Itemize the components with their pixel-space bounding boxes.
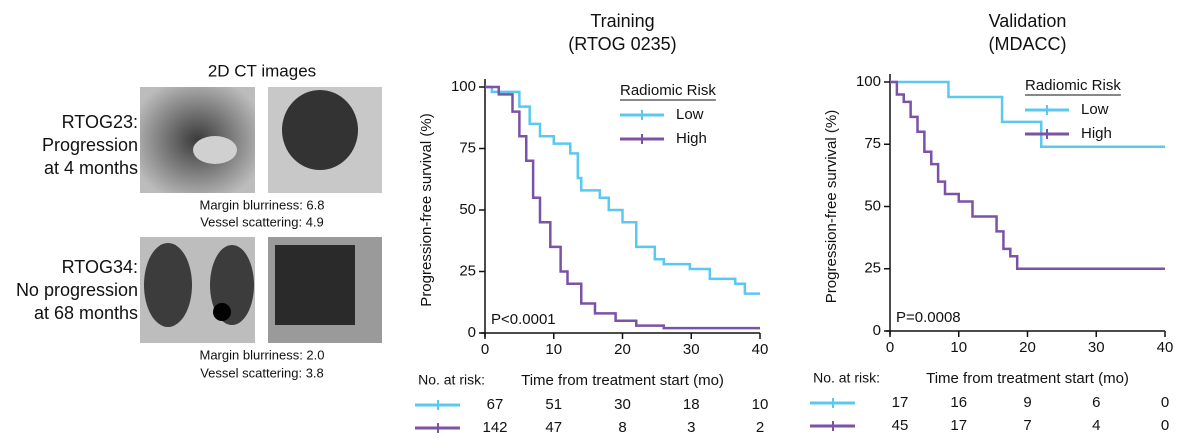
ct-image bbox=[140, 87, 255, 193]
risk-count: 17 bbox=[892, 394, 909, 411]
x-tick-label: 10 bbox=[950, 339, 967, 356]
axes bbox=[481, 79, 760, 337]
risk-label: No. at risk: bbox=[418, 372, 485, 388]
axes bbox=[886, 74, 1165, 335]
risk-count: 2 bbox=[756, 419, 764, 436]
risk-count: 7 bbox=[1023, 417, 1031, 434]
x-tick-label: 30 bbox=[683, 341, 700, 358]
legend-title: Radiomic Risk bbox=[620, 82, 716, 99]
case-label: No progression bbox=[16, 280, 138, 300]
legend-title: Radiomic Risk bbox=[1025, 77, 1121, 94]
annotation: P=0.0008 bbox=[896, 309, 961, 326]
chart-title: (MDACC) bbox=[989, 34, 1067, 54]
risk-count: 67 bbox=[487, 396, 504, 413]
panel-title: 2D CT images bbox=[208, 61, 316, 80]
survival-curve bbox=[485, 85, 760, 330]
feature-text: Margin blurriness: 2.0 bbox=[200, 347, 325, 362]
risk-count: 8 bbox=[618, 419, 626, 436]
y-axis-label: Progression-free survival (%) bbox=[823, 110, 840, 303]
legend-label: High bbox=[1081, 125, 1112, 142]
risk-count: 10 bbox=[752, 396, 769, 413]
chart-title: Validation bbox=[989, 11, 1067, 31]
case-label: Progression bbox=[42, 135, 138, 155]
feature-text: Vessel scattering: 4.9 bbox=[200, 214, 324, 229]
x-tick-label: 40 bbox=[752, 341, 769, 358]
y-axis-label: Progression-free survival (%) bbox=[418, 113, 435, 306]
case-label: at 4 months bbox=[44, 158, 138, 178]
y-tick-label: 25 bbox=[864, 260, 881, 277]
y-tick-label: 50 bbox=[459, 201, 476, 218]
risk-count: 4 bbox=[1092, 417, 1100, 434]
risk-count: 30 bbox=[614, 396, 631, 413]
ct-lung bbox=[144, 243, 192, 327]
y-tick-label: 75 bbox=[864, 135, 881, 152]
risk-count: 16 bbox=[950, 394, 967, 411]
y-tick-label: 0 bbox=[873, 322, 881, 339]
risk-count: 0 bbox=[1161, 417, 1169, 434]
ct-images bbox=[140, 87, 382, 343]
chart-title: (RTOG 0235) bbox=[568, 34, 676, 54]
annotation: P<0.0001 bbox=[491, 311, 556, 328]
y-tick-label: 100 bbox=[856, 73, 881, 90]
case-label: RTOG34: bbox=[62, 257, 138, 277]
survival-curve bbox=[890, 80, 1165, 270]
risk-label: No. at risk: bbox=[813, 370, 880, 386]
case-label: at 68 months bbox=[34, 303, 138, 323]
x-tick-label: 10 bbox=[545, 341, 562, 358]
legend-label: High bbox=[676, 130, 707, 147]
survival-curve bbox=[485, 85, 760, 295]
risk-count: 47 bbox=[545, 419, 562, 436]
risk-count: 3 bbox=[687, 419, 695, 436]
x-tick-label: 20 bbox=[614, 341, 631, 358]
ct-lung bbox=[282, 90, 358, 170]
feature-text: Vessel scattering: 3.8 bbox=[200, 365, 324, 380]
legend-label: Low bbox=[676, 106, 704, 123]
risk-count: 45 bbox=[892, 417, 909, 434]
risk-count: 0 bbox=[1161, 394, 1169, 411]
x-tick-label: 0 bbox=[886, 339, 894, 356]
risk-count: 51 bbox=[545, 396, 562, 413]
ct-lung bbox=[275, 245, 355, 325]
y-tick-label: 50 bbox=[864, 197, 881, 214]
feature-text: Margin blurriness: 6.8 bbox=[200, 197, 325, 212]
risk-count: 18 bbox=[683, 396, 700, 413]
chart-title: Training bbox=[590, 11, 654, 31]
x-tick-label: 30 bbox=[1088, 339, 1105, 356]
survival-curve bbox=[890, 80, 1165, 148]
x-tick-label: 40 bbox=[1157, 339, 1174, 356]
legend-label: Low bbox=[1081, 101, 1109, 118]
risk-count: 9 bbox=[1023, 394, 1031, 411]
case-label: RTOG23: bbox=[62, 112, 138, 132]
y-tick-label: 100 bbox=[451, 78, 476, 95]
y-tick-label: 25 bbox=[459, 262, 476, 279]
x-axis-label: Time from treatment start (mo) bbox=[926, 370, 1129, 387]
risk-count: 142 bbox=[482, 419, 507, 436]
ct-lesion bbox=[193, 136, 237, 164]
risk-count: 17 bbox=[950, 417, 967, 434]
y-tick-label: 0 bbox=[468, 324, 476, 341]
ct-lesion bbox=[213, 303, 231, 321]
x-tick-label: 0 bbox=[481, 341, 489, 358]
x-axis-label: Time from treatment start (mo) bbox=[521, 372, 724, 389]
x-tick-label: 20 bbox=[1019, 339, 1036, 356]
risk-count: 6 bbox=[1092, 394, 1100, 411]
y-tick-label: 75 bbox=[459, 139, 476, 156]
